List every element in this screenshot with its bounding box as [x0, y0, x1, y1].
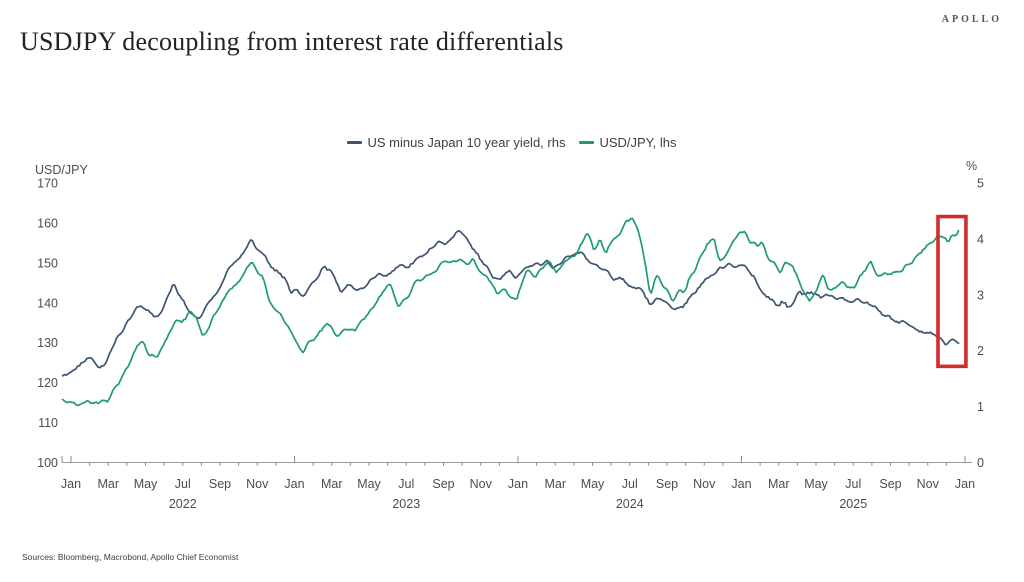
svg-text:110: 110	[38, 416, 58, 430]
svg-text:Mar: Mar	[544, 477, 566, 491]
svg-text:%: %	[966, 159, 977, 173]
svg-text:150: 150	[37, 256, 58, 270]
source-note: Sources: Bloomberg, Macrobond, Apollo Ch…	[22, 552, 239, 562]
legend-line-swatch-yield-icon	[347, 141, 363, 144]
svg-text:100: 100	[37, 456, 58, 470]
svg-text:Jan: Jan	[61, 477, 81, 491]
svg-text:170: 170	[37, 177, 58, 191]
svg-text:Jan: Jan	[731, 477, 751, 491]
svg-text:1: 1	[977, 400, 984, 414]
series-yield-line	[61, 230, 960, 377]
legend-line-swatch-usdjpy-icon	[579, 141, 595, 144]
chart-legend: US minus Japan 10 year yield, rhs USD/JP…	[0, 135, 1024, 150]
svg-text:Jul: Jul	[845, 477, 861, 491]
svg-text:5: 5	[977, 177, 984, 191]
svg-text:130: 130	[37, 336, 58, 350]
svg-text:May: May	[357, 477, 381, 491]
svg-text:Nov: Nov	[246, 477, 269, 491]
svg-text:Nov: Nov	[470, 477, 493, 491]
svg-text:Jul: Jul	[175, 477, 191, 491]
svg-text:2023: 2023	[392, 497, 420, 511]
series-usdjpy-line	[61, 217, 960, 407]
svg-text:2022: 2022	[169, 497, 197, 511]
svg-text:160: 160	[37, 216, 58, 230]
svg-text:Mar: Mar	[97, 477, 119, 491]
x-axis: Jan Mar May Jul Sep Nov Jan Mar May Jul Sep Nov Jan M…	[61, 456, 975, 511]
svg-text:Sep: Sep	[432, 477, 454, 491]
svg-text:Nov: Nov	[693, 477, 716, 491]
svg-text:2: 2	[977, 344, 984, 358]
highlight-box	[936, 214, 968, 369]
svg-text:Jan: Jan	[284, 477, 304, 491]
svg-text:Mar: Mar	[768, 477, 790, 491]
svg-text:3: 3	[977, 288, 984, 302]
svg-text:Jul: Jul	[398, 477, 414, 491]
svg-text:Sep: Sep	[209, 477, 231, 491]
svg-text:May: May	[581, 477, 605, 491]
svg-text:Mar: Mar	[321, 477, 343, 491]
chart-title: USDJPY decoupling from interest rate dif…	[20, 27, 564, 56]
svg-text:120: 120	[37, 376, 58, 390]
svg-text:Jul: Jul	[622, 477, 638, 491]
svg-text:USD/JPY: USD/JPY	[35, 163, 88, 177]
svg-text:Jan: Jan	[955, 477, 975, 491]
svg-text:Jan: Jan	[508, 477, 528, 491]
y-axis-right: %5 4 3 2 1 0	[966, 159, 984, 470]
apollo-logo: APOLLO	[941, 14, 1002, 25]
svg-text:2025: 2025	[839, 497, 867, 511]
svg-text:140: 140	[37, 296, 58, 310]
svg-text:0: 0	[977, 456, 984, 470]
legend-item-usdjpy: USD/JPY, lhs	[579, 135, 677, 150]
svg-text:May: May	[134, 477, 158, 491]
svg-text:Sep: Sep	[656, 477, 678, 491]
svg-text:4: 4	[977, 232, 984, 246]
legend-label-yield: US minus Japan 10 year yield, rhs	[367, 135, 566, 150]
svg-text:Sep: Sep	[879, 477, 901, 491]
legend-label-usdjpy: USD/JPY, lhs	[599, 135, 677, 150]
svg-text:May: May	[804, 477, 828, 491]
svg-text:2024: 2024	[616, 497, 644, 511]
legend-item-yield: US minus Japan 10 year yield, rhs	[347, 135, 565, 150]
svg-text:Nov: Nov	[917, 477, 940, 491]
